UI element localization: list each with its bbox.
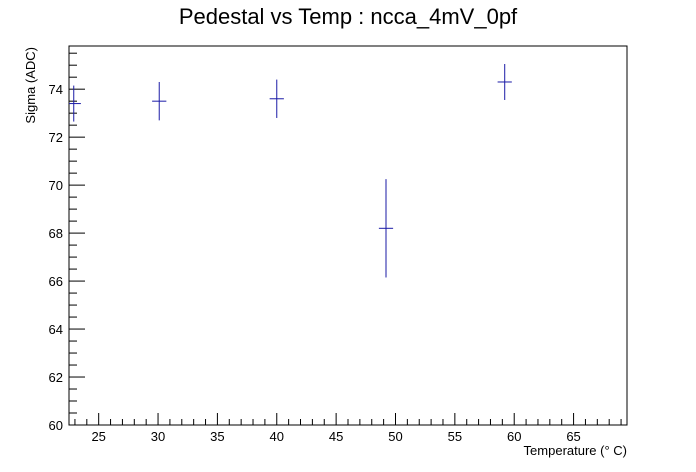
y-tick-label: 60 [49, 418, 63, 433]
x-axis-label: Temperature (° C) [524, 443, 627, 458]
x-tick-label: 50 [388, 429, 402, 444]
data-points [69, 63, 512, 278]
plot-frame [68, 45, 628, 426]
y-tick-label: 70 [49, 178, 63, 193]
x-tick-label: 40 [270, 429, 284, 444]
plot-border [68, 45, 628, 426]
x-tick-label: 45 [329, 429, 343, 444]
data-point [69, 85, 81, 122]
data-point [378, 179, 394, 278]
y-tick-label: 68 [49, 226, 63, 241]
y-tick-label: 74 [49, 82, 63, 97]
y-tick-label: 72 [49, 130, 63, 145]
y-tick-label: 66 [49, 274, 63, 289]
data-point [152, 81, 167, 121]
y-axis-label: Sigma (ADC) [23, 47, 38, 124]
x-tick-label: 30 [151, 429, 165, 444]
chart-title: Pedestal vs Temp : ncca_4mV_0pf [179, 4, 518, 29]
x-tick-label: 35 [210, 429, 224, 444]
x-tick-label: 65 [566, 429, 580, 444]
data-point [497, 63, 512, 100]
axis-ticks: 25 30 35 40 45 50 55 60 65 60 62 64 66 68 70 72 74 [49, 52, 622, 444]
x-tick-label: 55 [448, 429, 462, 444]
y-tick-label: 64 [49, 322, 63, 337]
data-point [269, 79, 284, 118]
x-tick-label: 25 [91, 429, 105, 444]
y-tick-label: 62 [49, 370, 63, 385]
x-tick-label: 60 [507, 429, 521, 444]
